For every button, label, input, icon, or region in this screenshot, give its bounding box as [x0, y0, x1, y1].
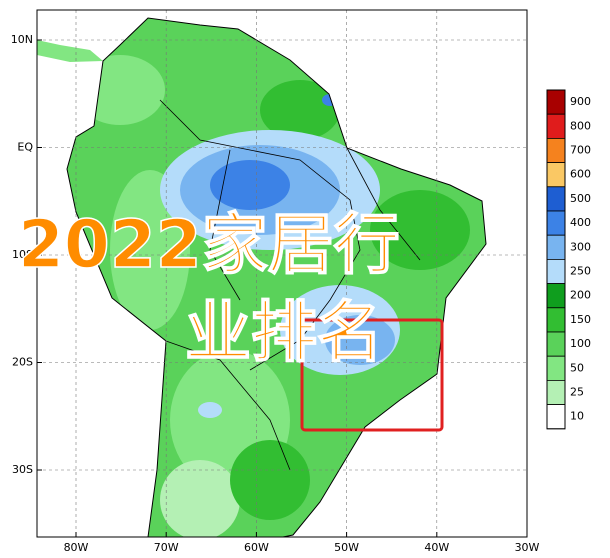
legend-swatch [546, 355, 566, 381]
borders [159, 99, 421, 471]
legend-swatch [546, 404, 566, 430]
legend-label: 50 [570, 361, 584, 374]
legend-swatch [546, 162, 566, 188]
central-america [37, 40, 103, 62]
legend-label: 800 [570, 119, 591, 132]
lon-label: 60W [244, 541, 269, 554]
legend-label: 10 [570, 410, 584, 423]
legend-swatch [546, 89, 566, 115]
lon-label: 80W [64, 541, 89, 554]
legend-label: 100 [570, 337, 591, 350]
map-frame [36, 9, 528, 538]
legend-swatch [546, 210, 566, 236]
lat-label: 20S [12, 356, 33, 369]
legend-frame [546, 89, 566, 430]
grid [37, 10, 527, 537]
lon-label: 40W [424, 541, 449, 554]
lat-label: 10S [12, 248, 33, 261]
lat-label: 10N [11, 33, 33, 46]
legend-label: 700 [570, 144, 591, 157]
lon-label: 50W [334, 541, 359, 554]
legend-swatch [546, 307, 566, 333]
highlight-box [300, 318, 444, 432]
legend-swatch [546, 137, 566, 163]
lon-label: 30W [515, 541, 540, 554]
lon-label: 70W [154, 541, 179, 554]
legend-label: 200 [570, 289, 591, 302]
legend-label: 250 [570, 265, 591, 278]
legend-label: 600 [570, 168, 591, 181]
overlay-line: 2022家居行 [17, 206, 400, 283]
legend-swatch [546, 331, 566, 357]
legend-label: 900 [570, 95, 591, 108]
lat-label: 30S [12, 463, 33, 476]
legend-swatch [546, 113, 566, 139]
legend-swatch [546, 234, 566, 260]
lat-label: EQ [17, 141, 33, 154]
legend-label: 300 [570, 240, 591, 253]
overlay-line: 业排名 [184, 294, 384, 371]
legend-swatch [546, 283, 566, 309]
legend-swatch [546, 258, 566, 284]
legend-swatch [546, 379, 566, 405]
legend-label: 400 [570, 216, 591, 229]
legend-label: 500 [570, 192, 591, 205]
legend-swatch [546, 186, 566, 212]
legend-label: 150 [570, 313, 591, 326]
legend-label: 25 [570, 386, 584, 399]
